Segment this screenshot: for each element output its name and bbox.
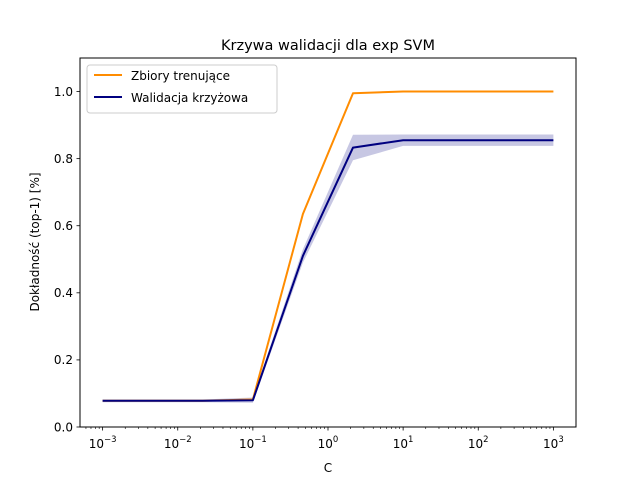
y-axis-label: Dokładność (top-1) [%] <box>28 172 42 311</box>
y-tick-label: 1.0 <box>54 85 73 99</box>
x-tick-label: 10−3 <box>89 435 117 451</box>
y-tick-label: 0.6 <box>54 219 73 233</box>
y-tick-label: 0.2 <box>54 353 73 367</box>
legend-box <box>86 64 278 114</box>
x-tick-label: 10−1 <box>239 435 267 451</box>
legend-label-validation: Walidacja krzyżowa <box>131 91 248 105</box>
x-axis-label: C <box>324 461 332 475</box>
x-tick-label: 102 <box>468 435 489 451</box>
chart-title: Krzywa walidacji dla exp SVM <box>221 38 435 54</box>
series-lines <box>102 90 554 402</box>
y-tick-label: 0.0 <box>54 420 73 434</box>
y-tick-label: 0.4 <box>54 286 73 300</box>
x-tick-label: 101 <box>393 435 414 451</box>
y-axis-ticks: 0.0 0.2 0.4 0.6 0.8 1.0 <box>54 85 80 434</box>
x-axis-ticks: 10−3 10−2 10−1 100 101 102 103 <box>85 427 564 451</box>
legend-label-training: Zbiory trenujące <box>131 69 230 83</box>
validation-line <box>102 139 554 402</box>
legend: Zbiory trenujące Walidacja krzyżowa <box>86 64 278 114</box>
y-tick-label: 0.8 <box>54 152 73 166</box>
x-tick-label: 103 <box>543 435 564 451</box>
x-tick-label: 100 <box>318 435 339 451</box>
x-tick-label: 10−2 <box>164 435 192 451</box>
